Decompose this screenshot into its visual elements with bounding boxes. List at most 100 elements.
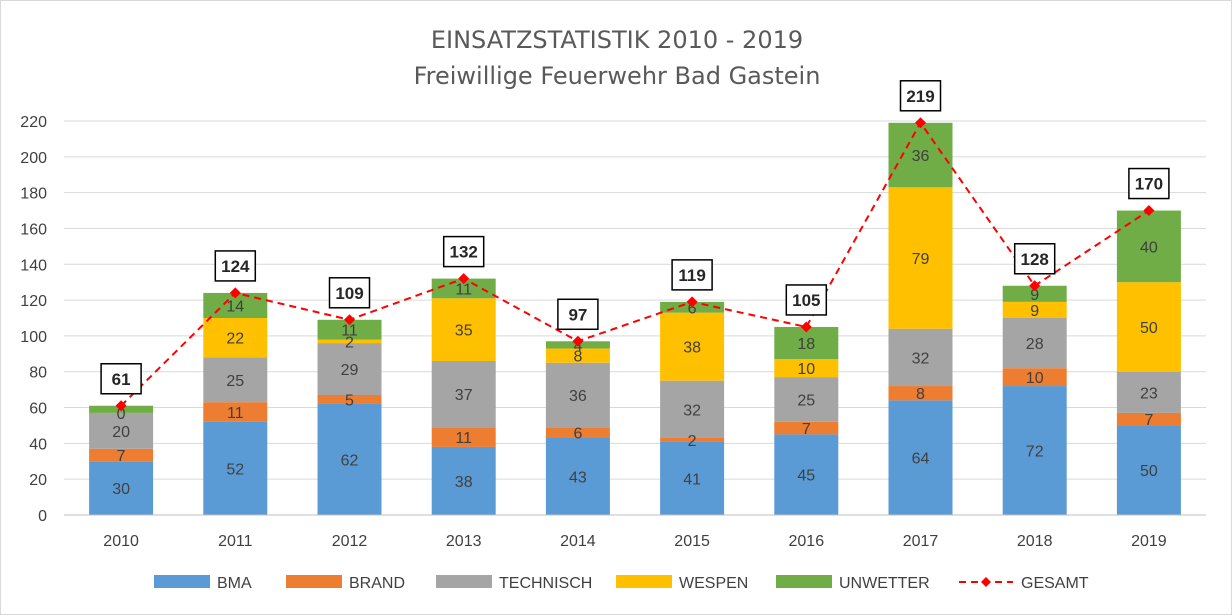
x-tick-label: 2010: [103, 533, 139, 550]
y-tick-label: 200: [20, 150, 47, 167]
legend-item-gesamt: GESAMT: [959, 575, 1089, 592]
bar-wespen-2018: [1002, 301, 1067, 318]
bar-wespen-2013: [431, 298, 496, 361]
segment-label: 7: [802, 421, 811, 438]
bar-wespen-2011: [203, 318, 268, 358]
bar-bma-2010: [89, 461, 154, 515]
total-value-label: 109: [335, 284, 363, 303]
bar-bma-2013: [431, 446, 496, 515]
legend-label: BRAND: [349, 575, 405, 592]
y-tick-label: 80: [29, 365, 47, 382]
x-tick-label: 2012: [332, 533, 368, 550]
segment-label: 50: [1140, 320, 1158, 337]
total-value-label: 119: [678, 266, 705, 285]
legend: BMA BRAND TECHNISCH WESPEN UNWETTER GESAMT: [154, 575, 1089, 592]
segment-label: 37: [455, 387, 473, 404]
total-value-label: 132: [450, 243, 478, 262]
segment-label: 11: [227, 405, 244, 422]
total-callout: 132: [442, 235, 485, 268]
total-callout: 109: [328, 277, 371, 309]
y-tick-label: 20: [29, 472, 47, 489]
bar-bma-2011: [203, 421, 268, 515]
gesamt-line-path: [120, 120, 1150, 407]
bar-technisch-2012: [317, 343, 382, 396]
segment-label: 36: [912, 148, 930, 165]
legend-item-technisch: TECHNISCH: [436, 575, 592, 592]
gesamt-marker: [686, 296, 698, 308]
bar-brand-2010: [89, 448, 154, 462]
x-tick-label: 2017: [903, 533, 939, 550]
bar-brand-2018: [1002, 368, 1067, 387]
segment-label: 2: [688, 433, 697, 450]
legend-swatch: [154, 575, 210, 588]
segment-label: 0: [117, 406, 126, 423]
segment-label: 36: [569, 388, 587, 405]
bar-technisch-2016: [774, 377, 839, 422]
total-value-label: 105: [792, 291, 820, 310]
total-callout-box: [557, 298, 599, 331]
bar-unwetter-2017: [888, 122, 953, 188]
y-tick-label: 180: [20, 186, 47, 203]
segment-label: 72: [1026, 444, 1044, 461]
y-tick-label: 100: [20, 329, 47, 346]
bar-bma-2017: [888, 400, 953, 515]
segment-label: 45: [797, 468, 815, 485]
segment-label: 50: [1140, 463, 1158, 480]
segment-label: 30: [112, 481, 130, 498]
bar-wespen-2016: [774, 359, 839, 378]
bar-technisch-2011: [203, 357, 268, 403]
total-callout: 61: [100, 363, 142, 395]
segment-label: 9: [1030, 287, 1039, 304]
legend-swatch: [436, 575, 492, 588]
gesamt-marker: [572, 335, 584, 347]
y-tick-label: 160: [20, 221, 47, 238]
segment-label: 23: [1140, 385, 1158, 402]
bar-technisch-2010: [89, 412, 154, 449]
segment-label: 11: [455, 281, 472, 298]
bar-technisch-2018: [1002, 318, 1067, 369]
bar-brand-2016: [774, 421, 839, 435]
gesamt-marker: [915, 117, 926, 129]
bar-brand-2014: [545, 427, 610, 438]
total-callout-box: [100, 363, 142, 395]
total-callout: 97: [557, 298, 599, 331]
gesamt-line: [115, 117, 1155, 412]
segment-label: 29: [341, 362, 359, 379]
segment-label: 32: [912, 350, 930, 367]
gesamt-marker: [1143, 205, 1155, 217]
bar-technisch-2015: [660, 380, 725, 438]
bar-bma-2018: [1002, 386, 1067, 515]
gesamt-marker: [458, 273, 470, 285]
bar-wespen-2017: [888, 187, 953, 329]
segment-label: 7: [1144, 412, 1153, 429]
legend-item-brand: BRAND: [286, 575, 405, 592]
segment-label: 8: [573, 349, 582, 366]
x-tick-label: 2019: [1131, 533, 1167, 550]
legend-swatch: [776, 575, 832, 588]
segment-label: 38: [455, 474, 473, 491]
bar-technisch-2013: [431, 360, 496, 428]
x-tick-label: 2016: [789, 533, 825, 550]
segment-label: 20: [112, 424, 130, 441]
legend-label: BMA: [217, 575, 252, 592]
y-axis: 0 20 40 60 80 100 120 140 160 180 200 220: [20, 114, 47, 525]
segment-label: 52: [226, 461, 244, 478]
x-axis: 2010 2011 2012 2013 2014 2015 2016 2017 2018 2019: [64, 514, 1206, 550]
legend-marker: [981, 577, 991, 587]
legend-item-wespen: WESPEN: [616, 575, 748, 592]
bar-brand-2011: [203, 402, 268, 422]
y-tick-label: 120: [20, 293, 47, 310]
bar-wespen-2014: [545, 348, 610, 363]
segment-labels: 3072005211252214625292113811373511436368…: [112, 148, 1158, 498]
segment-label: 38: [683, 340, 701, 357]
legend-label: UNWETTER: [839, 575, 930, 592]
segment-label: 41: [683, 471, 701, 488]
total-callout-box: [671, 259, 713, 291]
segment-label: 14: [226, 298, 244, 315]
bar-technisch-2014: [545, 362, 610, 428]
segment-label: 11: [341, 323, 358, 340]
chart-subtitle: Freiwillige Feuerwehr Bad Gastein: [414, 62, 821, 90]
